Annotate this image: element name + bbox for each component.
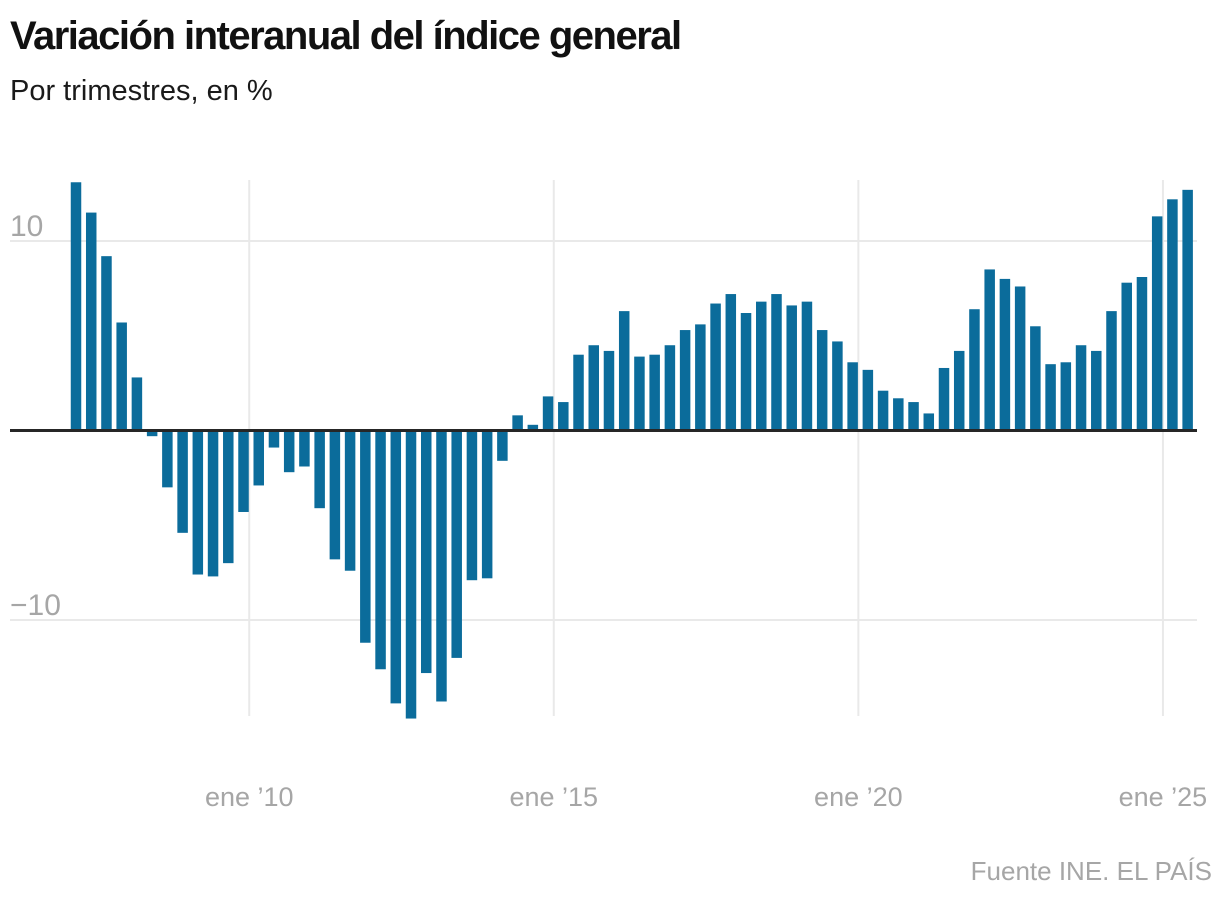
- bar-2010-T2: [268, 430, 280, 448]
- bar-2014-T4: [542, 396, 554, 431]
- bar-2013-T2: [451, 430, 462, 658]
- bar-2021-T4: [969, 309, 980, 431]
- bar-2023-T2: [1060, 362, 1072, 431]
- bar-2016-T1: [618, 311, 630, 431]
- bar-2024-T2: [1121, 282, 1132, 431]
- bar-2009-T4: [238, 430, 249, 512]
- bar-2020-T2: [877, 390, 889, 431]
- bar-2019-T2: [816, 330, 828, 431]
- bar-2022-T1: [984, 269, 995, 431]
- bar-2025-T1: [1167, 199, 1178, 431]
- bar-2022-T3: [1014, 286, 1026, 431]
- bar-2024-T4: [1151, 216, 1163, 431]
- bar-2012-T3: [405, 430, 417, 719]
- bar-2008-T1: [131, 377, 143, 431]
- bar-2007-T4: [116, 322, 127, 431]
- bar-2020-T4: [908, 402, 919, 431]
- bar-2025-T2: [1182, 189, 1193, 431]
- bar-2011-T3: [344, 430, 356, 571]
- bar-2018-T2: [756, 301, 767, 431]
- bar-2012-T4: [420, 430, 432, 674]
- bar-2011-T2: [329, 430, 341, 560]
- bar-2017-T4: [725, 294, 737, 431]
- bar-2010-T1: [253, 430, 264, 486]
- bar-2019-T3: [832, 341, 843, 431]
- y-tick-label: −10: [10, 589, 61, 622]
- y-tick-label: 10: [10, 210, 43, 243]
- bar-2014-T1: [497, 430, 508, 461]
- bar-2015-T3: [588, 345, 599, 431]
- bar-2010-T3: [283, 430, 295, 473]
- x-tick-label: ene ’10: [205, 782, 294, 812]
- bar-2011-T1: [314, 430, 325, 509]
- bar-2008-T4: [177, 430, 188, 533]
- bar-2020-T1: [862, 369, 874, 431]
- x-tick-label: ene ’20: [814, 782, 903, 812]
- bar-2017-T2: [695, 324, 706, 431]
- bar-2024-T3: [1136, 277, 1148, 431]
- bar-2014-T2: [512, 415, 523, 431]
- bar-2015-T2: [573, 354, 584, 431]
- bar-2023-T1: [1045, 364, 1056, 431]
- bar-2014-T3: [527, 424, 539, 431]
- bar-2012-T2: [390, 430, 402, 704]
- bar-2018-T3: [771, 294, 782, 431]
- bar-2007-T3: [101, 256, 112, 431]
- bar-2015-T4: [603, 350, 615, 431]
- bar-2018-T1: [740, 313, 752, 431]
- bar-2022-T4: [1030, 326, 1041, 431]
- bar-2012-T1: [375, 430, 386, 670]
- bar-2008-T3: [162, 430, 173, 488]
- bar-2023-T3: [1075, 345, 1087, 431]
- bar-2016-T2: [634, 356, 645, 431]
- bar-2022-T2: [999, 278, 1011, 431]
- x-tick-label: ene ’15: [509, 782, 598, 812]
- bar-2021-T2: [938, 367, 950, 431]
- bar-2020-T3: [893, 398, 904, 431]
- bar-2018-T4: [786, 305, 797, 431]
- bar-2009-T2: [207, 430, 219, 577]
- bar-2008-T2: [146, 430, 158, 437]
- bar-2021-T1: [923, 413, 935, 431]
- bar-2023-T4: [1091, 350, 1102, 431]
- chart-subtitle: Por trimestres, en %: [10, 75, 273, 107]
- bar-2021-T3: [953, 350, 965, 431]
- bar-2017-T3: [710, 303, 721, 431]
- bar-2010-T4: [299, 430, 310, 467]
- bar-2013-T4: [481, 430, 493, 579]
- bar-2009-T3: [223, 430, 234, 564]
- bar-2011-T4: [360, 430, 371, 643]
- bar-2016-T4: [664, 345, 676, 431]
- bar-2013-T3: [466, 430, 478, 581]
- bar-2007-T2: [85, 212, 97, 431]
- bar-2015-T1: [558, 402, 569, 431]
- source-credit: Fuente INE. EL PAÍS: [970, 856, 1212, 886]
- bar-2019-T1: [801, 301, 813, 431]
- bar-2007-T1: [70, 182, 82, 431]
- bar-2019-T4: [847, 362, 858, 431]
- bar-2016-T3: [649, 354, 660, 431]
- bar-2024-T1: [1106, 311, 1117, 431]
- chart-title: Variación interanual del índice general: [10, 14, 682, 58]
- x-tick-label: ene ’25: [1119, 782, 1208, 812]
- bar-2013-T1: [436, 430, 447, 702]
- bar-2017-T1: [679, 330, 691, 431]
- bar-2009-T1: [192, 430, 204, 575]
